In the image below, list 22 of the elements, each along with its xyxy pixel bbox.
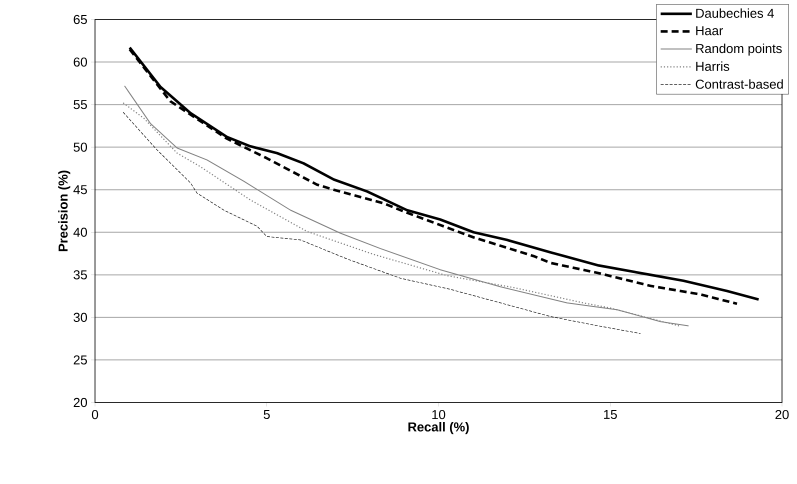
y-tick-label: 55 [74,100,87,110]
x-tick-label: 10 [432,410,446,420]
x-axis-title: Recall (%) [408,422,469,434]
legend-label: Contrast-based [696,79,783,89]
y-tick-label: 65 [74,14,87,24]
y-tick-label: 20 [74,398,87,408]
legend-label: Harris [696,61,730,71]
y-tick-label: 60 [74,57,87,67]
legend-label: Haar [696,26,723,36]
legend-label: Random points [696,44,782,56]
y-tick-label: 50 [74,142,87,152]
y-tick-label: 35 [74,270,87,280]
y-tick-label: 30 [74,312,87,322]
y-tick-label: 25 [74,355,87,365]
y-axis-title: Precision (%) [58,170,70,252]
x-tick-label: 20 [775,410,789,420]
y-tick-label: 40 [73,228,87,237]
legend-label: Daubechies 4 [696,8,774,18]
x-tick-label: 0 [92,410,98,420]
x-tick-label: 15 [604,410,617,420]
x-tick-label: 5 [264,410,270,420]
y-tick-label: 45 [73,185,87,194]
